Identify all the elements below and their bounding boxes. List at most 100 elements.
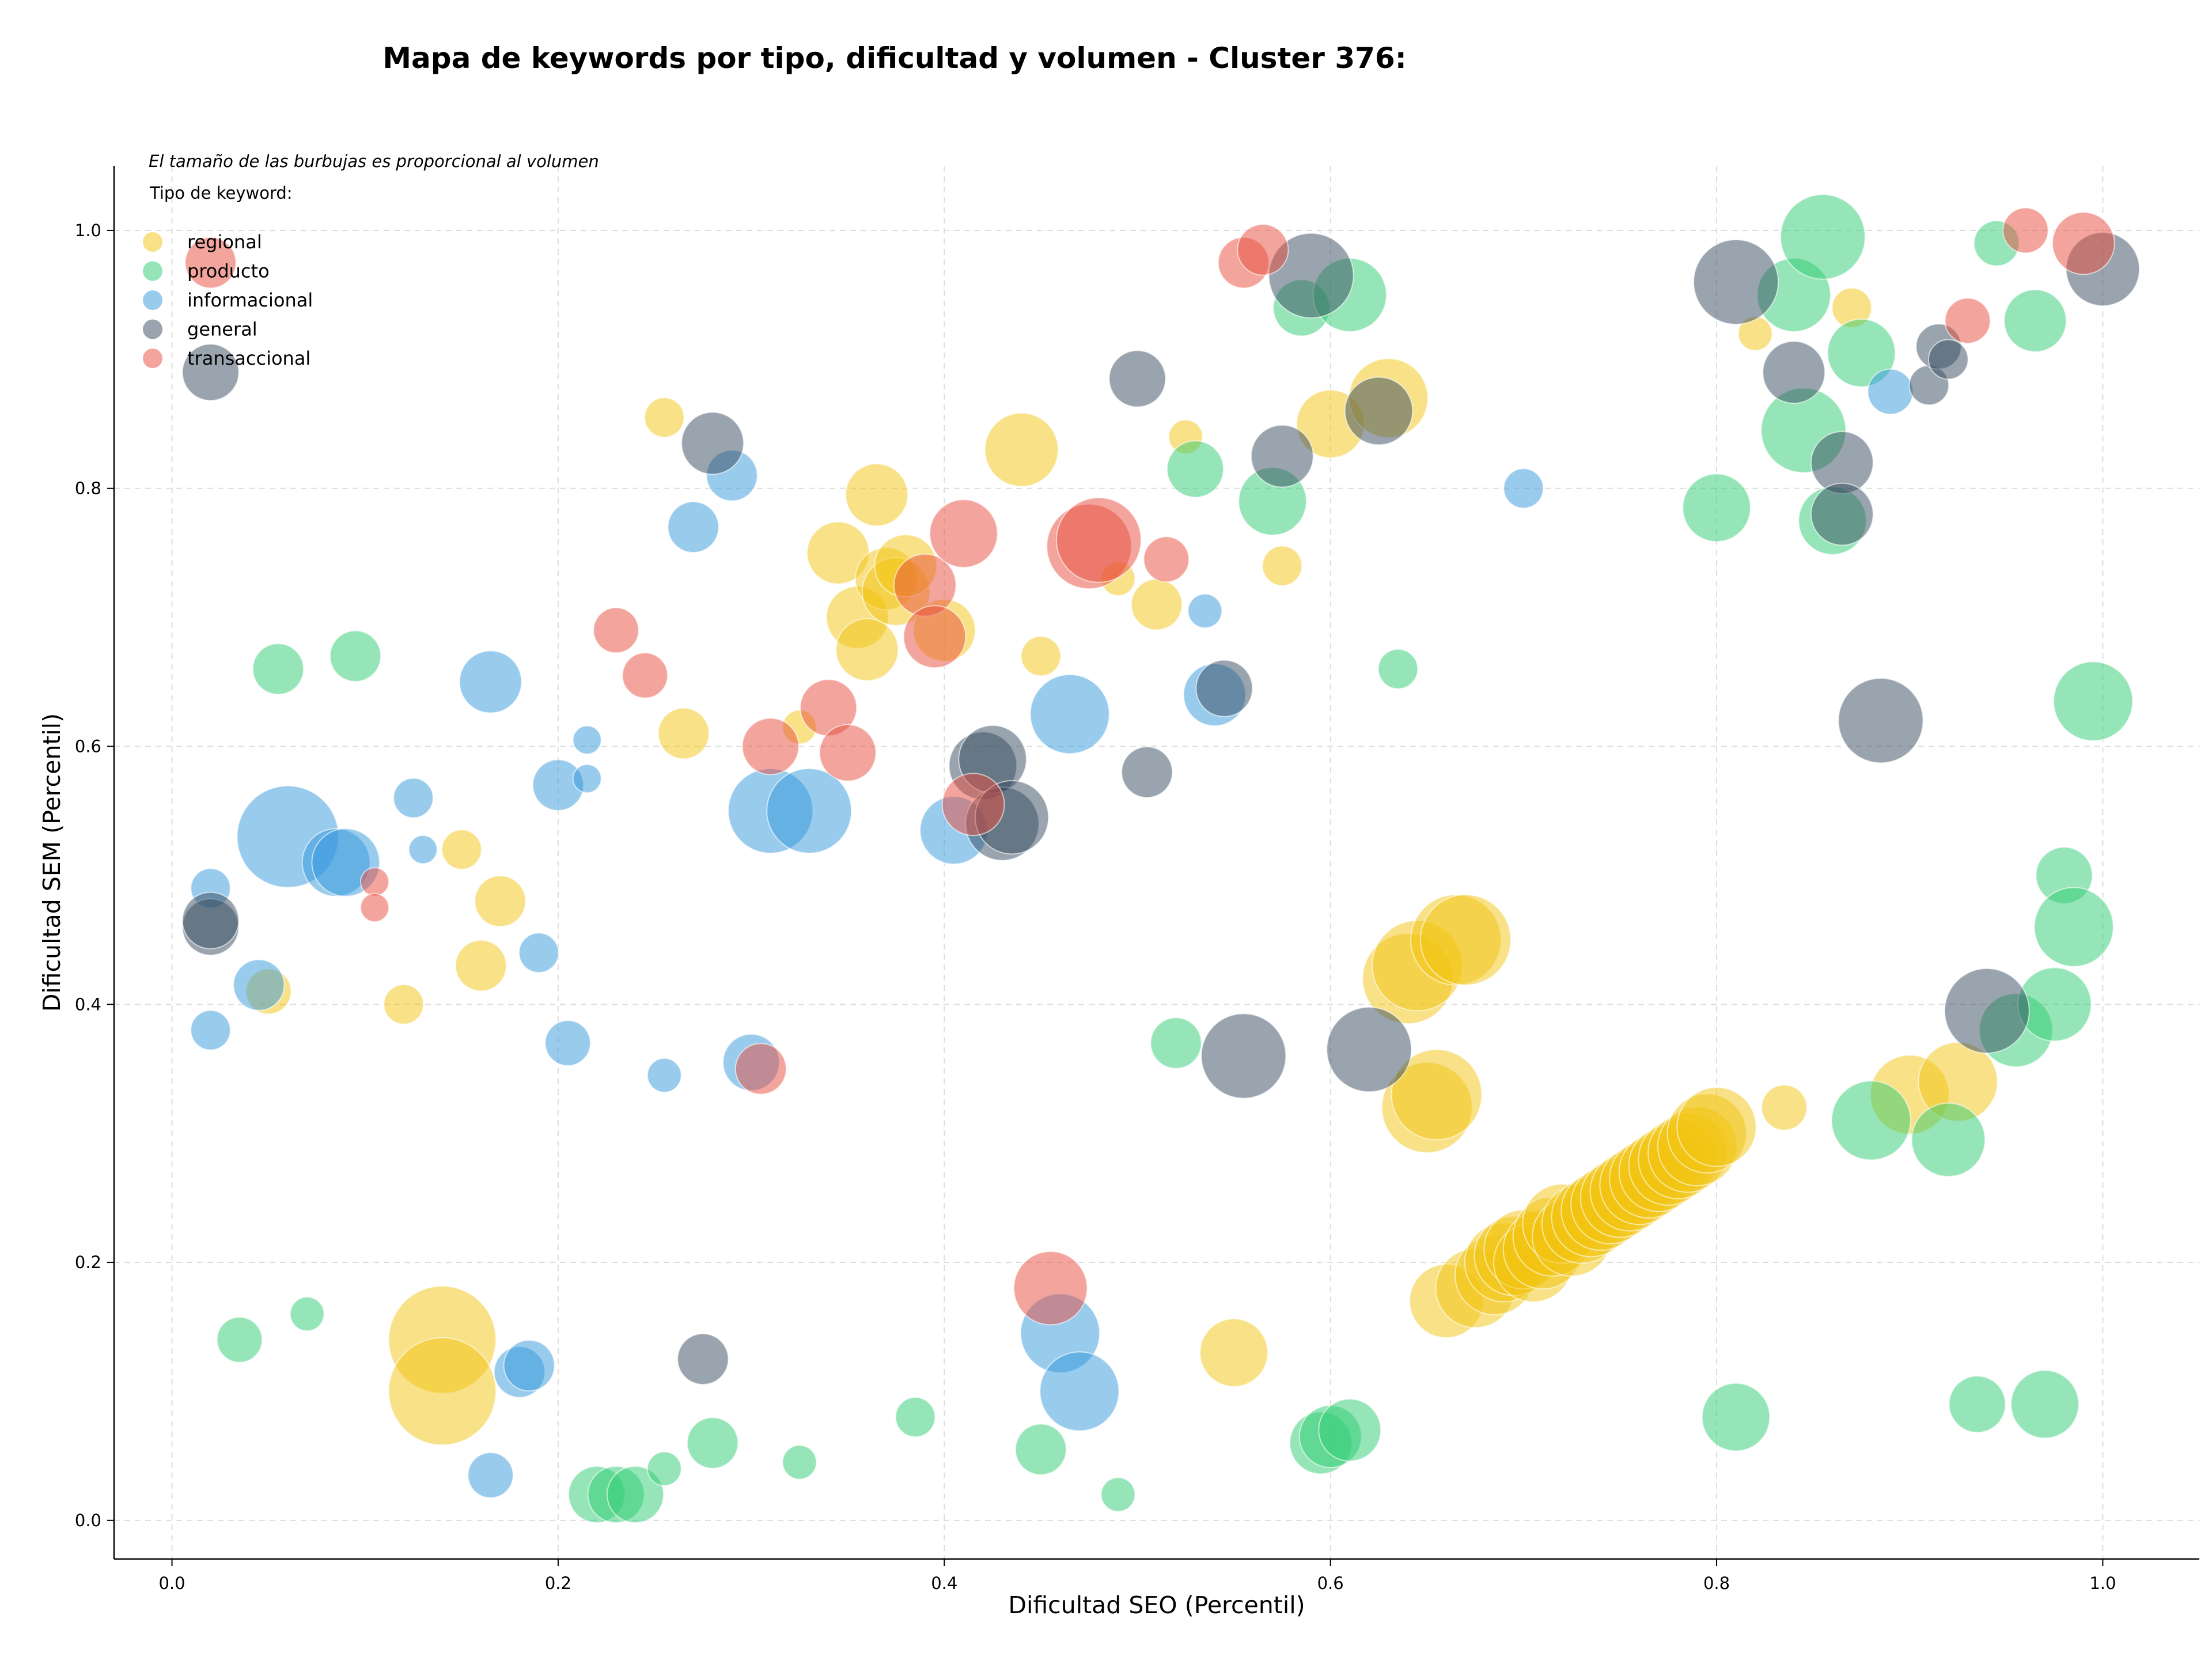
bubble-transaccional xyxy=(1237,224,1289,276)
x-axis-label: Dificultad SEO (Percentil) xyxy=(1008,1591,1305,1619)
bubble-informacional xyxy=(646,1058,682,1093)
bubble-regional xyxy=(441,829,482,870)
y-tick-label: 0.0 xyxy=(75,1511,101,1530)
x-tick-label: 1.0 xyxy=(2089,1573,2116,1593)
bubble-transaccional xyxy=(184,236,237,289)
bubble-producto xyxy=(1831,1080,1911,1161)
bubble-regional xyxy=(454,940,507,992)
legend-title: Tipo de keyword: xyxy=(149,183,293,203)
bubble-informacional xyxy=(1187,593,1223,629)
legend-label-informacional: informacional xyxy=(187,289,313,311)
bubble-general xyxy=(181,891,240,949)
bubble-general xyxy=(1693,239,1779,325)
bubble-producto xyxy=(686,1417,739,1469)
axes xyxy=(113,166,2199,1560)
bubble-producto xyxy=(646,1451,682,1486)
bubble-transaccional xyxy=(1143,536,1190,583)
bubble-regional xyxy=(1419,894,1512,986)
bubble-transaccional xyxy=(929,499,998,568)
bubble-general xyxy=(1326,1007,1412,1093)
x-tick-label: 0.2 xyxy=(545,1573,571,1593)
y-tick-label: 1.0 xyxy=(75,221,101,240)
legend-label-producto: producto xyxy=(187,260,270,282)
bubble-informacional xyxy=(766,767,853,854)
bubble-transaccional xyxy=(593,607,639,654)
bubble-regional xyxy=(657,707,710,760)
bubble-producto xyxy=(1779,194,1866,280)
bubble-producto xyxy=(1318,1398,1382,1462)
y-axis-label: Dificultad SEM (Percentil) xyxy=(38,713,66,1012)
bubble-transaccional xyxy=(903,605,967,669)
bubble-producto xyxy=(216,1316,263,1363)
bubble-producto xyxy=(1701,1382,1771,1452)
bubble-informacional xyxy=(408,835,438,865)
bubble-transaccional xyxy=(741,717,800,775)
bubble-informacional xyxy=(190,1009,231,1051)
bubble-general xyxy=(1200,1013,1287,1099)
bubble-informacional xyxy=(503,1340,555,1392)
bubble-producto xyxy=(252,643,305,695)
bubble-transaccional xyxy=(819,724,877,782)
bubble-informacional xyxy=(667,501,719,553)
bubble-transaccional xyxy=(1055,497,1142,583)
legend: regional producto informacional general tran… xyxy=(143,231,313,369)
bubble-general xyxy=(1762,340,1826,404)
legend-marker-transaccional xyxy=(143,349,162,368)
bubble-informacional xyxy=(1029,674,1110,755)
bubble-producto xyxy=(2053,661,2134,741)
bubble-size-note: El tamaño de las burbujas es proporciona… xyxy=(149,152,599,171)
bubble-producto xyxy=(2033,887,2114,967)
bubble-transaccional xyxy=(734,1043,787,1095)
bubble-regional xyxy=(845,463,908,527)
legend-marker-general xyxy=(143,319,162,339)
bubble-regional xyxy=(474,875,527,928)
x-tick-label: 0.4 xyxy=(931,1573,957,1593)
bubble-producto xyxy=(1682,473,1751,543)
bubble-producto xyxy=(1166,440,1225,498)
legend-marker-regional xyxy=(143,232,162,252)
chart-title: Mapa de keywords por tipo, dificultad y … xyxy=(382,41,1406,75)
bubble-general xyxy=(1108,350,1166,408)
bubble-general xyxy=(1250,424,1314,488)
bubble-regional xyxy=(1676,1087,1757,1167)
y-tick-label: 0.2 xyxy=(75,1253,101,1272)
bubble-general xyxy=(677,1333,729,1386)
bubble-regional xyxy=(383,983,425,1025)
bubble-informacional xyxy=(233,959,285,1011)
bubble-general xyxy=(1121,746,1173,799)
bubble-informacional xyxy=(1503,468,1544,509)
legend-label-transaccional: transaccional xyxy=(187,347,310,369)
bubble-informacional xyxy=(544,1020,591,1066)
legend-marker-producto xyxy=(143,261,162,281)
bubble-producto xyxy=(2010,1369,2080,1439)
bubble-regional xyxy=(1020,635,1062,677)
bubble-general xyxy=(1195,659,1253,717)
bubble-transaccional xyxy=(1013,1251,1088,1326)
bubble-transaccional xyxy=(622,652,668,699)
bubble-general xyxy=(1268,232,1354,319)
bubble-transaccional xyxy=(1944,297,1991,344)
bubble-regional xyxy=(1761,1084,1808,1131)
bubble-producto xyxy=(607,1466,664,1524)
bubble-regional xyxy=(388,1337,497,1446)
bubble-transaccional xyxy=(360,892,389,922)
bubble-producto xyxy=(782,1444,817,1480)
bubble-regional xyxy=(1262,545,1303,587)
bubble-informacional xyxy=(459,650,522,714)
bubble-informacional xyxy=(467,1452,514,1499)
bubble-transaccional xyxy=(941,773,1005,837)
bubble-regional xyxy=(1391,1049,1483,1141)
bubble-general xyxy=(1344,376,1414,446)
bubble-regional xyxy=(835,618,899,682)
legend-label-regional: regional xyxy=(187,231,262,253)
bubble-regional xyxy=(1130,578,1183,631)
bubble-informacional xyxy=(1039,1351,1120,1432)
bubble-producto xyxy=(1377,648,1419,690)
bubble-general xyxy=(1944,967,2030,1054)
bubble-general xyxy=(1838,678,1924,764)
bubbles xyxy=(181,194,2141,1524)
bubble-producto xyxy=(1911,1102,1986,1178)
x-tick-label: 0.0 xyxy=(158,1573,185,1593)
bubble-producto xyxy=(2003,289,2067,353)
